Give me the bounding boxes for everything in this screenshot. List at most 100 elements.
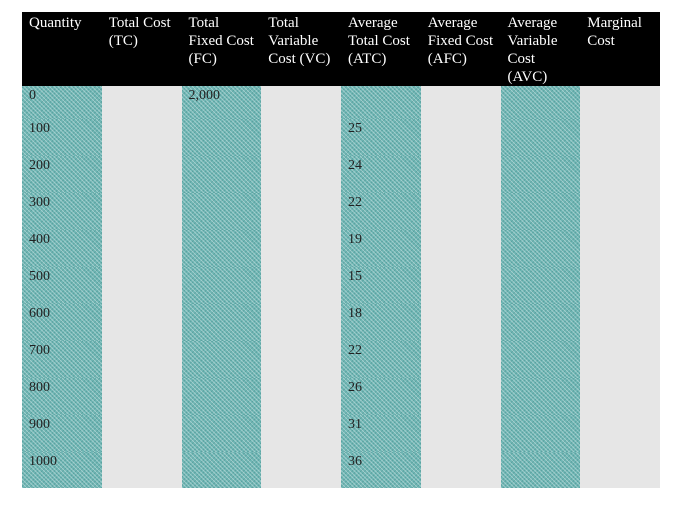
cell-quantity: 900 (22, 415, 102, 452)
cell-total-cost (101, 119, 182, 156)
cell-quantity: 300 (22, 193, 102, 230)
cell-marginal-cost (580, 415, 660, 452)
cell-marginal-cost (580, 193, 660, 230)
cell-total-variable-cost (261, 86, 341, 119)
cell-average-total-cost: 25 (341, 119, 421, 156)
table-row: 100 25 (22, 119, 660, 156)
cell-average-variable-cost (501, 267, 581, 304)
cell-total-fixed-cost (182, 415, 262, 452)
cell-average-fixed-cost (420, 193, 501, 230)
cell-average-total-cost: 22 (341, 341, 421, 378)
header-average-fixed-cost: Average Fixed Cost (AFC) (420, 12, 501, 86)
table-body: 0 2,000 100 25 200 24 300 22 400 19 500 15 600 18 700 2… (22, 86, 660, 488)
table-header: Quantity Total Cost (TC) Total Fixed Cos… (22, 12, 660, 86)
cell-total-variable-cost (261, 193, 341, 230)
cell-total-fixed-cost (182, 230, 262, 267)
cell-quantity: 600 (22, 304, 102, 341)
cell-marginal-cost (580, 341, 660, 378)
cell-marginal-cost (580, 378, 660, 415)
cell-total-variable-cost (261, 267, 341, 304)
cell-average-fixed-cost (420, 378, 501, 415)
header-total-cost: Total Cost (TC) (101, 12, 182, 86)
cell-marginal-cost (580, 267, 660, 304)
cell-total-cost (101, 193, 182, 230)
cell-total-fixed-cost (182, 267, 262, 304)
cell-average-total-cost: 19 (341, 230, 421, 267)
cell-average-fixed-cost (420, 267, 501, 304)
table-row: 0 2,000 (22, 86, 660, 119)
cell-average-total-cost: 18 (341, 304, 421, 341)
header-marginal-cost: Marginal Cost (580, 12, 660, 86)
cell-total-cost (101, 267, 182, 304)
cell-average-total-cost: 24 (341, 156, 421, 193)
cell-total-fixed-cost (182, 119, 262, 156)
table-row: 700 22 (22, 341, 660, 378)
cell-total-variable-cost (261, 230, 341, 267)
cell-marginal-cost (580, 156, 660, 193)
cell-total-fixed-cost (182, 193, 262, 230)
cell-average-variable-cost (501, 378, 581, 415)
table-row: 400 19 (22, 230, 660, 267)
cell-total-fixed-cost (182, 452, 262, 488)
cell-total-variable-cost (261, 119, 341, 156)
cell-average-fixed-cost (420, 86, 501, 119)
cell-average-variable-cost (501, 415, 581, 452)
cell-total-variable-cost (261, 415, 341, 452)
table-row: 300 22 (22, 193, 660, 230)
cell-average-variable-cost (501, 119, 581, 156)
cell-average-fixed-cost (420, 341, 501, 378)
cell-total-variable-cost (261, 378, 341, 415)
cell-average-variable-cost (501, 341, 581, 378)
cell-average-fixed-cost (420, 304, 501, 341)
cell-average-total-cost: 36 (341, 452, 421, 488)
cell-marginal-cost (580, 119, 660, 156)
cell-quantity: 1000 (22, 452, 102, 488)
header-total-variable-cost: Total Variable Cost (VC) (261, 12, 341, 86)
table-row: 200 24 (22, 156, 660, 193)
cell-average-variable-cost (501, 452, 581, 488)
cell-average-total-cost: 31 (341, 415, 421, 452)
cell-total-variable-cost (261, 304, 341, 341)
cost-table: Quantity Total Cost (TC) Total Fixed Cos… (22, 12, 660, 488)
cell-total-fixed-cost (182, 341, 262, 378)
cell-total-variable-cost (261, 452, 341, 488)
cell-total-variable-cost (261, 156, 341, 193)
cell-average-fixed-cost (420, 119, 501, 156)
cell-total-fixed-cost: 2,000 (182, 86, 262, 119)
cell-average-fixed-cost (420, 156, 501, 193)
cell-quantity: 800 (22, 378, 102, 415)
header-average-total-cost: Average Total Cost (ATC) (341, 12, 421, 86)
cell-average-variable-cost (501, 230, 581, 267)
cell-total-variable-cost (261, 341, 341, 378)
header-row: Quantity Total Cost (TC) Total Fixed Cos… (22, 12, 660, 86)
cell-average-fixed-cost (420, 230, 501, 267)
cell-total-cost (101, 230, 182, 267)
cell-average-variable-cost (501, 193, 581, 230)
cell-quantity: 0 (22, 86, 102, 119)
cell-total-fixed-cost (182, 378, 262, 415)
cell-marginal-cost (580, 230, 660, 267)
cell-marginal-cost (580, 86, 660, 119)
cell-total-cost (101, 341, 182, 378)
cell-total-cost (101, 86, 182, 119)
table-row: 600 18 (22, 304, 660, 341)
header-quantity: Quantity (22, 12, 102, 86)
cell-quantity: 400 (22, 230, 102, 267)
cell-average-variable-cost (501, 304, 581, 341)
header-average-variable-cost: Average Variable Cost (AVC) (500, 12, 581, 86)
cell-marginal-cost (580, 304, 660, 341)
cell-average-fixed-cost (420, 452, 501, 488)
cell-average-total-cost (341, 86, 421, 119)
cell-average-fixed-cost (420, 415, 501, 452)
cell-quantity: 200 (22, 156, 102, 193)
cell-total-cost (101, 415, 182, 452)
table-row: 500 15 (22, 267, 660, 304)
cell-quantity: 700 (22, 341, 102, 378)
table-row: 800 26 (22, 378, 660, 415)
cell-total-cost (101, 452, 182, 488)
cell-marginal-cost (580, 452, 660, 488)
cell-average-total-cost: 26 (341, 378, 421, 415)
cell-quantity: 500 (22, 267, 102, 304)
cell-total-cost (101, 156, 182, 193)
cell-total-cost (101, 378, 182, 415)
